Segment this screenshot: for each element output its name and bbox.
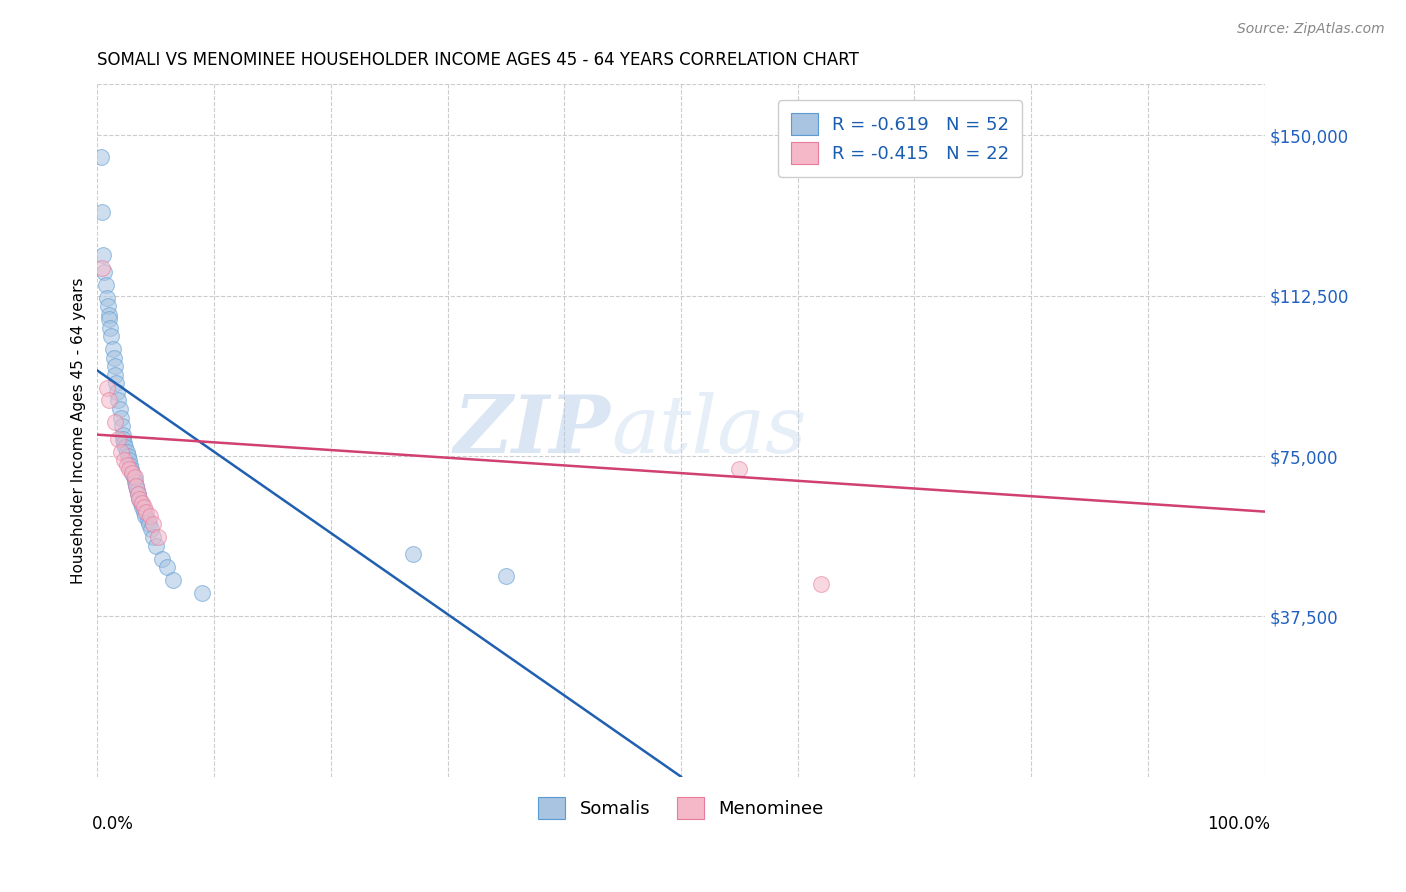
Point bbox=[125, 483, 148, 498]
Point bbox=[128, 491, 150, 506]
Point bbox=[810, 577, 832, 591]
Point bbox=[129, 496, 152, 510]
Point bbox=[91, 248, 114, 262]
Point bbox=[136, 513, 159, 527]
Text: 0.0%: 0.0% bbox=[91, 814, 134, 833]
Point bbox=[108, 402, 131, 417]
Point bbox=[98, 308, 121, 322]
Point bbox=[122, 470, 145, 484]
Point bbox=[98, 312, 121, 326]
Point bbox=[105, 376, 128, 391]
Point bbox=[110, 410, 132, 425]
Point bbox=[104, 368, 127, 382]
Point bbox=[145, 539, 167, 553]
Point bbox=[124, 470, 146, 484]
Point bbox=[93, 265, 115, 279]
Point bbox=[124, 475, 146, 489]
Point bbox=[132, 500, 155, 515]
Point bbox=[115, 458, 138, 472]
Point bbox=[118, 453, 141, 467]
Point bbox=[127, 487, 149, 501]
Point bbox=[156, 560, 179, 574]
Point bbox=[125, 479, 148, 493]
Point bbox=[127, 487, 149, 501]
Point bbox=[131, 496, 153, 510]
Point bbox=[94, 278, 117, 293]
Point bbox=[150, 551, 173, 566]
Point bbox=[105, 384, 128, 399]
Point bbox=[121, 466, 143, 480]
Point bbox=[125, 479, 148, 493]
Point bbox=[100, 329, 122, 343]
Point bbox=[96, 381, 118, 395]
Point bbox=[120, 462, 142, 476]
Point bbox=[121, 466, 143, 480]
Point bbox=[117, 449, 139, 463]
Text: 100.0%: 100.0% bbox=[1208, 814, 1271, 833]
Point bbox=[128, 491, 150, 506]
Point bbox=[118, 458, 141, 472]
Point bbox=[142, 530, 165, 544]
Point bbox=[134, 508, 156, 523]
Point bbox=[139, 522, 162, 536]
Y-axis label: Householder Income Ages 45 - 64 years: Householder Income Ages 45 - 64 years bbox=[72, 277, 86, 583]
Point bbox=[162, 573, 184, 587]
Point bbox=[146, 530, 169, 544]
Point bbox=[118, 462, 141, 476]
Point bbox=[191, 586, 214, 600]
Point bbox=[138, 517, 160, 532]
Text: Source: ZipAtlas.com: Source: ZipAtlas.com bbox=[1237, 22, 1385, 37]
Point bbox=[112, 427, 135, 442]
Point bbox=[90, 150, 112, 164]
Point bbox=[112, 432, 135, 446]
Point bbox=[112, 436, 135, 450]
Point bbox=[91, 205, 114, 219]
Point bbox=[91, 260, 114, 275]
Text: ZIP: ZIP bbox=[454, 392, 612, 469]
Point bbox=[107, 432, 129, 446]
Point bbox=[112, 453, 135, 467]
Point bbox=[401, 547, 423, 561]
Point bbox=[104, 359, 127, 374]
Point bbox=[114, 441, 136, 455]
Legend: Somalis, Menominee: Somalis, Menominee bbox=[527, 786, 835, 830]
Text: SOMALI VS MENOMINEE HOUSEHOLDER INCOME AGES 45 - 64 YEARS CORRELATION CHART: SOMALI VS MENOMINEE HOUSEHOLDER INCOME A… bbox=[97, 51, 859, 69]
Point bbox=[142, 517, 165, 532]
Point bbox=[135, 505, 157, 519]
Text: atlas: atlas bbox=[612, 392, 806, 469]
Point bbox=[101, 342, 124, 356]
Point bbox=[111, 419, 134, 434]
Point bbox=[104, 415, 127, 429]
Point bbox=[131, 500, 153, 515]
Point bbox=[98, 320, 121, 334]
Point bbox=[97, 300, 120, 314]
Point bbox=[495, 568, 517, 582]
Point bbox=[107, 393, 129, 408]
Point bbox=[98, 393, 121, 408]
Point bbox=[132, 505, 155, 519]
Point bbox=[103, 351, 125, 365]
Point bbox=[139, 508, 162, 523]
Point bbox=[96, 291, 118, 305]
Point bbox=[115, 444, 138, 458]
Point bbox=[728, 462, 751, 476]
Point bbox=[110, 444, 132, 458]
